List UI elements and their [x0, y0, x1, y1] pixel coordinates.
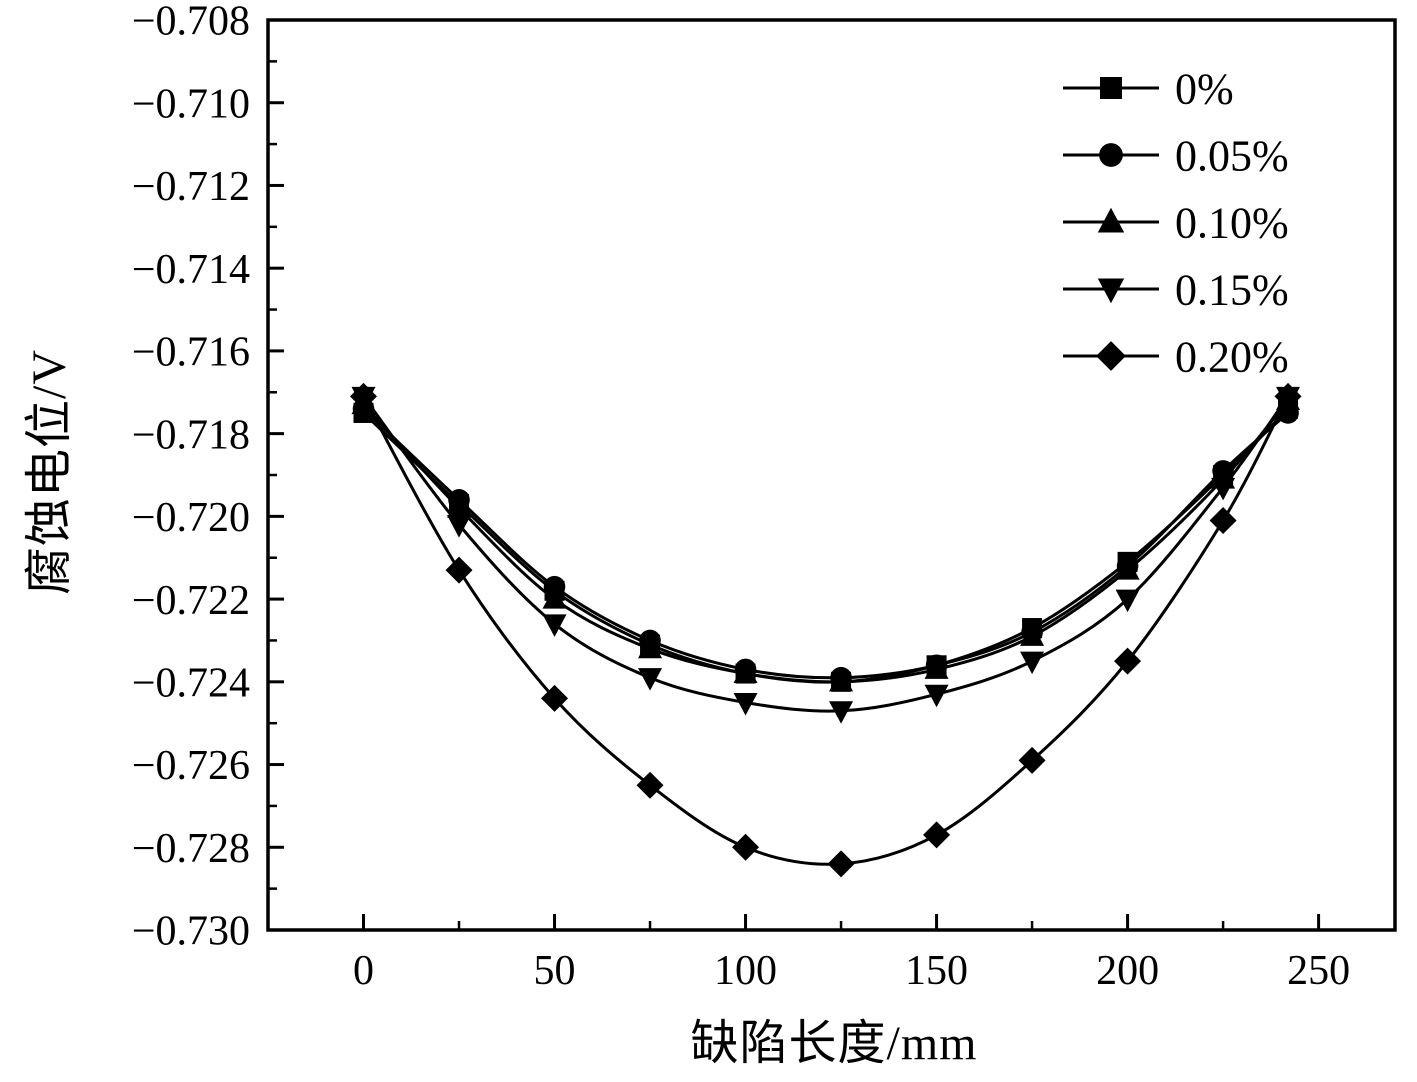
legend-label: 0.10%	[1175, 198, 1289, 247]
marker-triangle-down	[542, 614, 567, 637]
marker-triangle-down	[924, 684, 949, 708]
marker-triangle-down	[1115, 589, 1140, 613]
y-tick-label: −0.712	[132, 164, 250, 210]
y-tick-label: −0.710	[132, 81, 250, 127]
legend-entry-0.20%: 0.20%	[1063, 332, 1289, 381]
y-tick-label: −0.716	[132, 330, 250, 376]
marker-diamond	[541, 684, 569, 712]
legend-entry-0.10%: 0.10%	[1063, 198, 1289, 247]
legend-entry-0.15%: 0.15%	[1063, 265, 1289, 314]
marker-diamond	[445, 556, 473, 584]
series-0.10%	[351, 387, 1301, 692]
marker-square	[1100, 77, 1122, 99]
marker-diamond	[1114, 647, 1142, 675]
marker-diamond	[732, 833, 760, 861]
y-tick-label: −0.730	[132, 909, 250, 955]
marker-triangle-up	[829, 668, 854, 692]
marker-diamond	[636, 771, 664, 799]
y-tick-label: −0.718	[132, 412, 250, 458]
marker-triangle-up	[1115, 557, 1140, 580]
y-tick-label: −0.708	[132, 0, 250, 45]
x-tick-label: 100	[714, 948, 777, 994]
marker-circle	[1099, 143, 1123, 167]
marker-triangle-up	[447, 495, 472, 518]
legend: 0% 0.05% 0.10% 0.15% 0.20%	[1063, 64, 1289, 381]
legend-entry-0.05%: 0.05%	[1063, 131, 1289, 180]
marker-triangle-up	[733, 660, 758, 684]
marker-triangle-up	[1097, 207, 1125, 233]
series-0.20%	[350, 382, 1302, 878]
y-tick-label: −0.720	[132, 495, 250, 541]
marker-triangle-down	[733, 693, 758, 716]
y-tick-label: −0.714	[132, 247, 250, 293]
legend-label: 0.20%	[1175, 332, 1289, 381]
marker-triangle-up	[638, 635, 663, 659]
x-tick-label: 200	[1096, 948, 1159, 994]
x-tick-label: 150	[905, 948, 968, 994]
legend-entry-0%: 0%	[1063, 64, 1234, 113]
x-tick-label: 0	[353, 948, 374, 994]
marker-diamond	[827, 850, 855, 878]
series-line	[362, 395, 1290, 866]
legend-label: 0.05%	[1175, 131, 1289, 180]
plot-border	[266, 18, 1397, 932]
legend-label: 0%	[1175, 64, 1234, 113]
y-tick-label: −0.726	[132, 743, 250, 789]
y-tick-label: −0.724	[132, 661, 250, 707]
y-axis-label: 腐蚀电位/V	[23, 348, 76, 596]
x-axis-label: 缺陷长度/mm	[690, 1017, 978, 1070]
marker-diamond	[350, 382, 378, 410]
marker-triangle-up	[1020, 623, 1045, 646]
marker-triangle-down	[638, 668, 663, 691]
marker-diamond	[1274, 382, 1302, 410]
x-tick-label: 50	[534, 948, 576, 994]
axis-ticks: 0 50 100 150 200 250 −0.708 −0.710 −0.712 −0.714 −…	[132, 0, 1350, 994]
y-tick-label: −0.728	[132, 826, 250, 872]
marker-diamond	[1018, 746, 1046, 774]
marker-diamond	[1209, 507, 1237, 534]
marker-triangle-down	[1020, 651, 1045, 675]
marker-diamond	[923, 821, 951, 849]
marker-diamond	[1096, 341, 1126, 371]
marker-triangle-up	[924, 656, 949, 679]
legend-label: 0.15%	[1175, 265, 1289, 314]
y-tick-label: −0.722	[132, 578, 250, 624]
marker-triangle-up	[542, 586, 567, 609]
marker-triangle-down	[829, 701, 854, 724]
series-0.15%	[351, 386, 1301, 724]
x-tick-label: 250	[1287, 948, 1350, 994]
marker-triangle-down	[1211, 477, 1236, 501]
marker-triangle-down	[447, 515, 472, 538]
marker-triangle-down	[1097, 278, 1125, 304]
